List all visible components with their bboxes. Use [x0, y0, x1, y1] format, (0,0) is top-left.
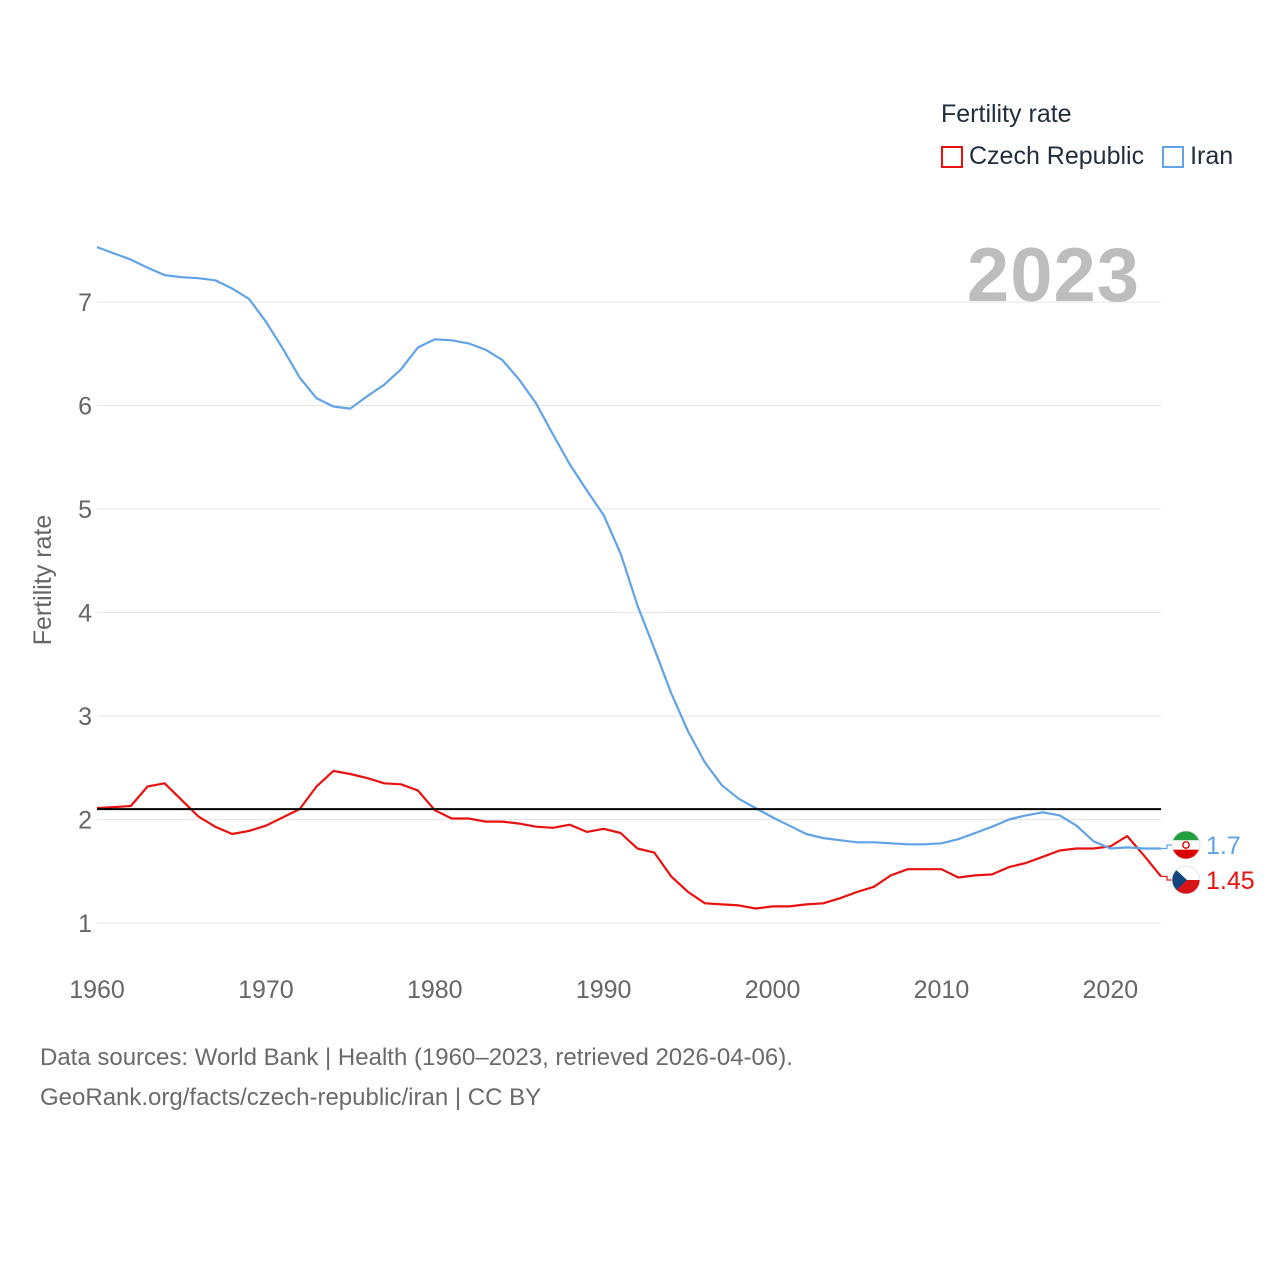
end-connector [1161, 875, 1172, 881]
flag-outline [1171, 830, 1201, 860]
year-label: 2023 [966, 233, 1140, 318]
gridlines [97, 301, 1161, 924]
y-tick-label: 1 [78, 910, 92, 938]
y-tick-label: 6 [78, 393, 92, 421]
end-value-label-iran: 1.7 [1206, 832, 1241, 860]
flag-outline [1171, 865, 1201, 895]
x-tick-label: 1990 [576, 976, 632, 1004]
x-tick-label: 2010 [914, 976, 970, 1004]
y-axis-ticks: 1 2 3 4 5 6 7 [78, 289, 92, 938]
legend-item-iran[interactable]: Iran [1162, 142, 1233, 171]
y-tick-label: 4 [78, 600, 92, 628]
series-line-czech-republic[interactable] [96, 769, 1162, 910]
iran-flag-icon [1172, 831, 1200, 859]
x-tick-label: 2000 [745, 976, 801, 1004]
x-tick-label: 1980 [407, 976, 463, 1004]
y-tick-label: 7 [78, 289, 92, 317]
end-value-label-czech-republic: 1.45 [1206, 867, 1255, 895]
legend-label-czech-republic: Czech Republic [969, 142, 1145, 170]
footer-attribution: GeoRank.org/facts/czech-republic/iran | … [40, 1084, 542, 1111]
y-tick-label: 5 [78, 496, 92, 524]
x-tick-label: 1960 [69, 976, 125, 1004]
legend-title: Fertility rate [941, 100, 1072, 128]
legend-swatch-czech-republic [941, 145, 963, 168]
legend-swatch-iran [1162, 145, 1185, 168]
y-tick-label: 3 [78, 703, 92, 731]
legend: Czech Republic Iran [941, 142, 1251, 171]
end-markers: 1.7 1.45 [1161, 830, 1255, 895]
footer-sources: Data sources: World Bank | Health (1960–… [40, 1044, 793, 1071]
x-axis-ticks: 1960 1970 1980 1990 2000 2010 2020 [69, 976, 1138, 1004]
czech-republic-flag-icon [1172, 866, 1200, 894]
end-connector [1161, 844, 1172, 850]
x-tick-label: 2020 [1083, 976, 1139, 1004]
x-tick-label: 1970 [238, 976, 294, 1004]
legend-item-czech-republic[interactable]: Czech Republic [941, 142, 1144, 171]
legend-label-iran: Iran [1190, 142, 1234, 170]
series-line-iran[interactable] [96, 246, 1161, 850]
series-lines [96, 246, 1162, 910]
y-axis-label: Fertility rate [29, 515, 57, 646]
y-tick-label: 2 [78, 807, 92, 835]
